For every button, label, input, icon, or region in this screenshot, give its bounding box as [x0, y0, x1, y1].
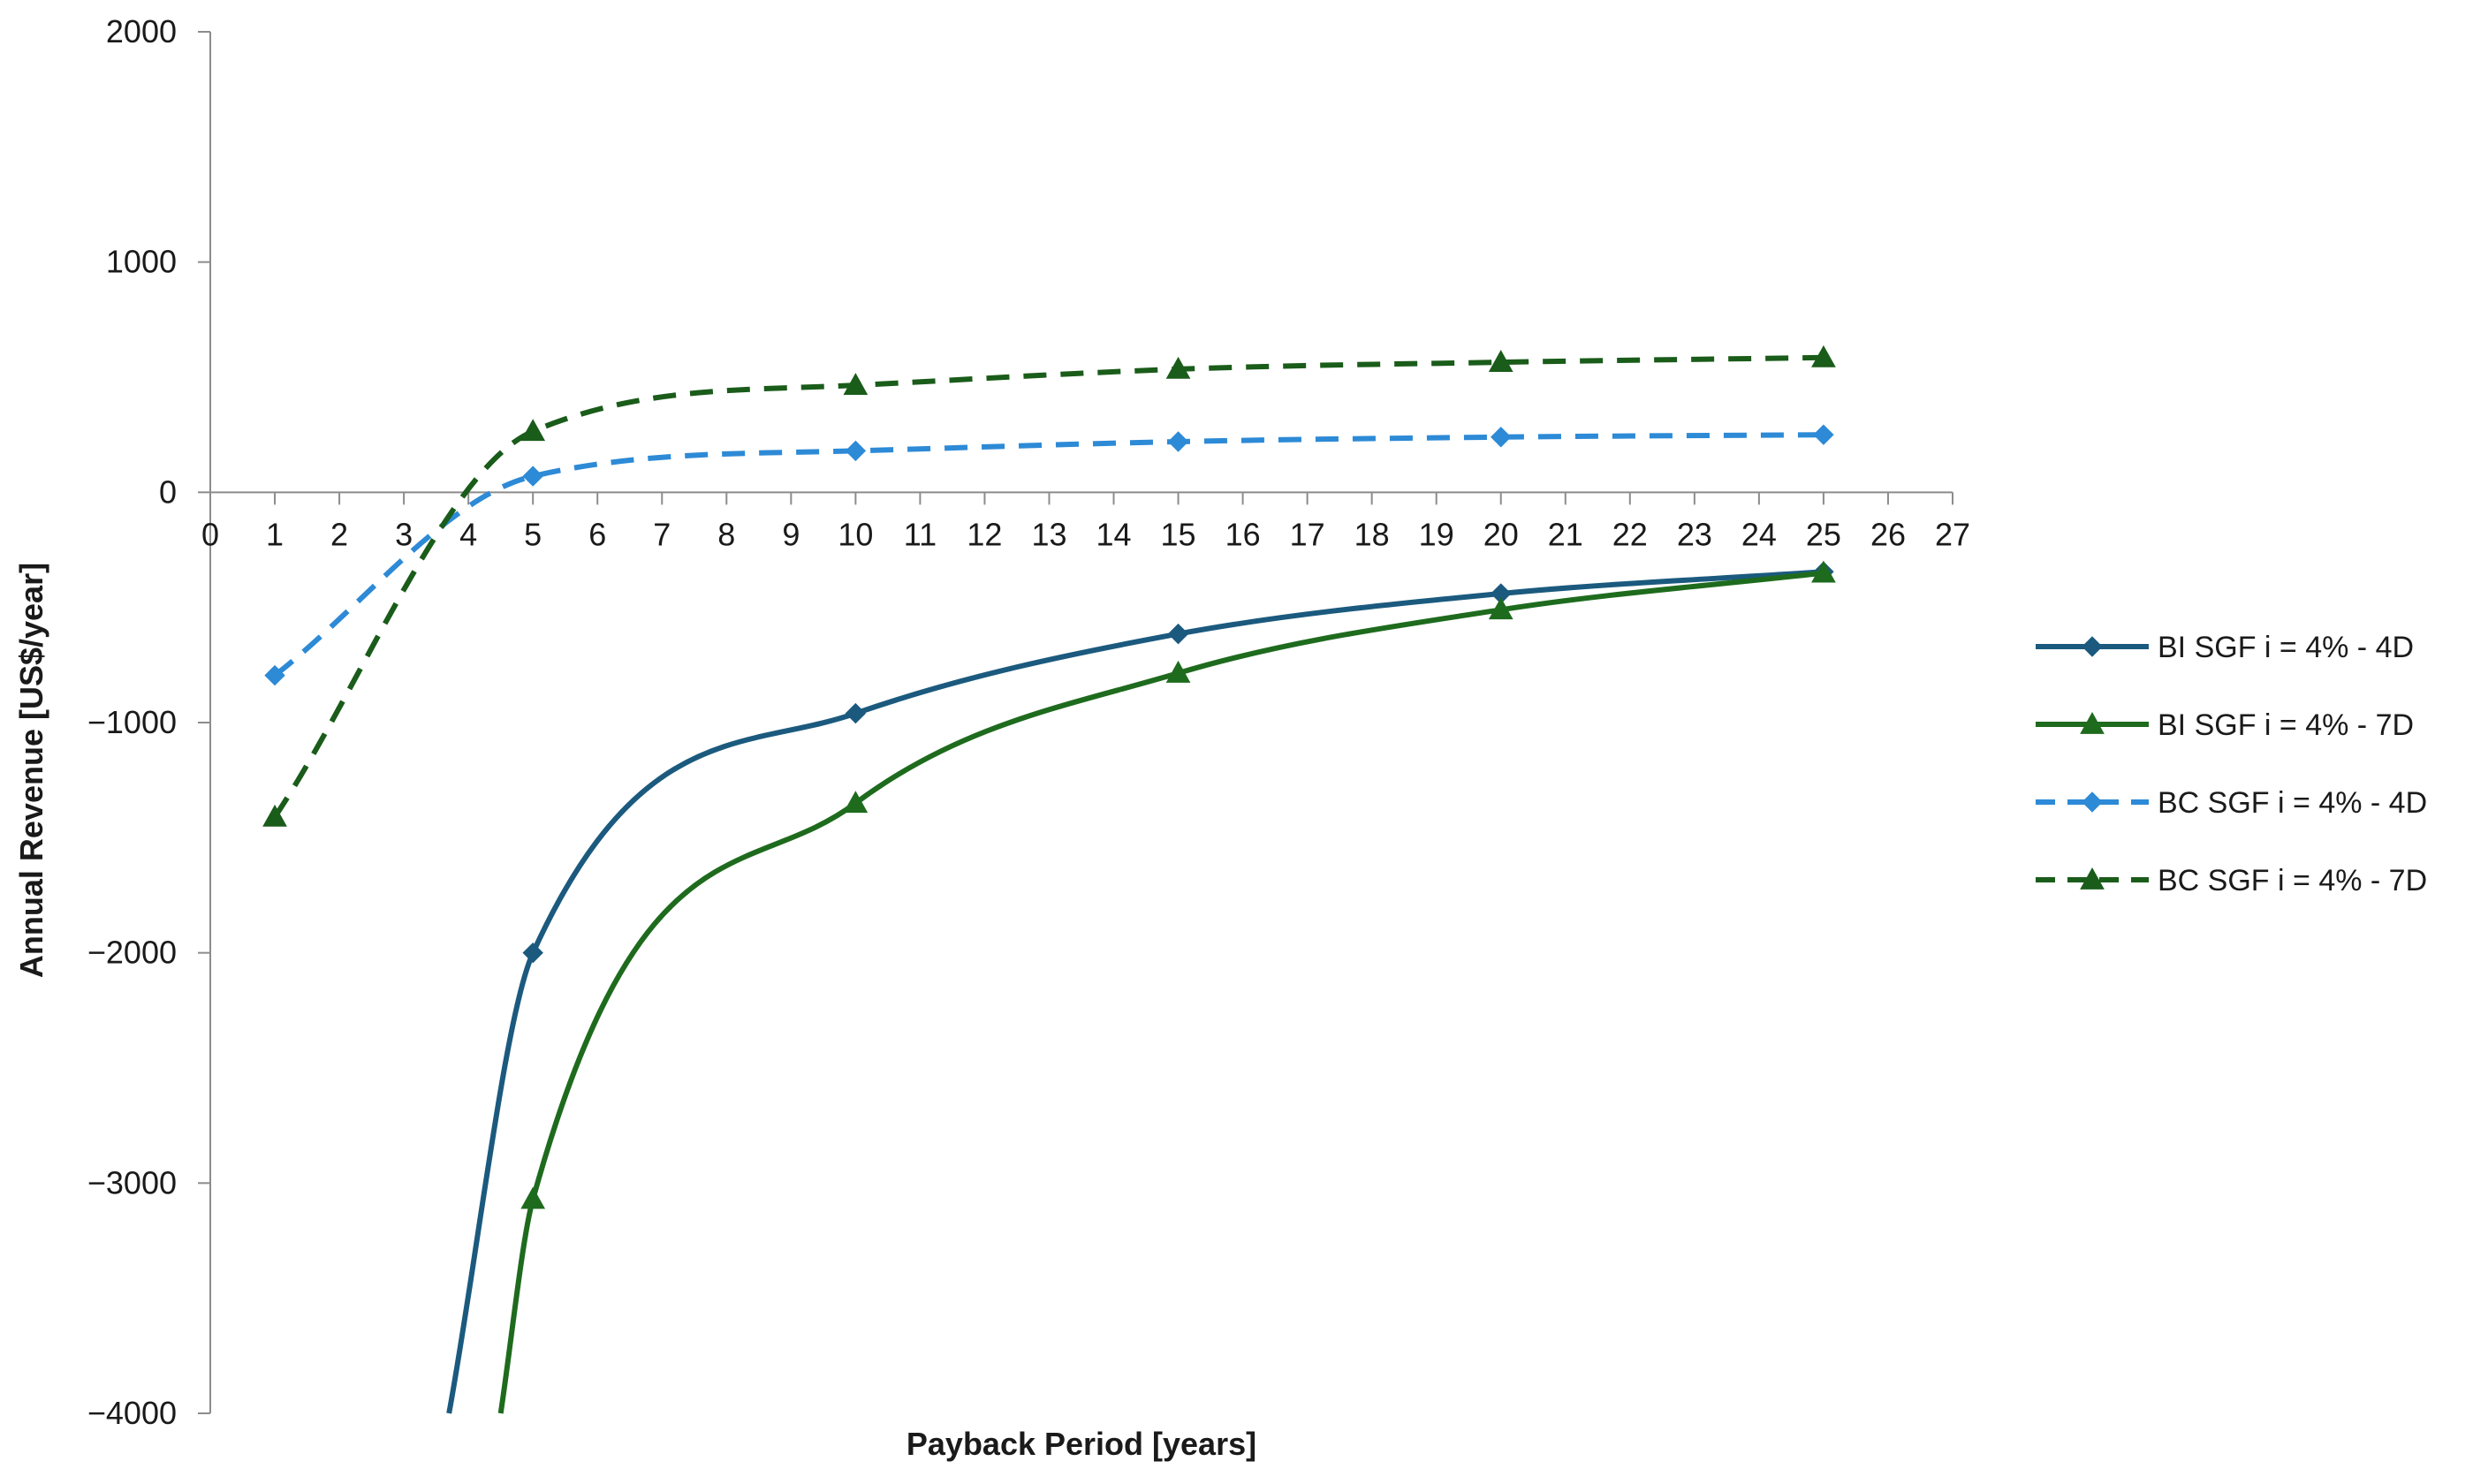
y-tick-label: 2000 — [106, 13, 177, 49]
x-tick-label: 16 — [1225, 516, 1261, 552]
data-point — [522, 942, 543, 964]
x-tick-label: 25 — [1806, 516, 1841, 552]
x-tick-label: 15 — [1161, 516, 1196, 552]
x-tick-label: 26 — [1870, 516, 1906, 552]
series-3 — [264, 424, 1834, 686]
legend-item-2: BI SGF i = 4% - 7D — [2036, 708, 2414, 742]
x-tick-label: 17 — [1290, 516, 1325, 552]
y-tick-label: −4000 — [87, 1395, 177, 1431]
data-point — [1488, 597, 1513, 620]
data-point — [1811, 560, 1836, 583]
data-point — [522, 466, 543, 487]
x-tick-label: 7 — [653, 516, 671, 552]
x-tick-label: 8 — [717, 516, 735, 552]
labels-layer: Payback Period [years] Annual Revenue [U… — [13, 563, 1256, 1462]
x-tick-label: 23 — [1677, 516, 1712, 552]
x-tick-label: 2 — [330, 516, 348, 552]
legend: BI SGF i = 4% - 4D BI SGF i = 4% - 7D BC S… — [2036, 631, 2427, 897]
legend-label: BI SGF i = 4% - 4D — [2158, 631, 2414, 664]
x-tick-label: 9 — [782, 516, 800, 552]
y-tick-label: −2000 — [87, 935, 177, 971]
data-point — [1491, 427, 1512, 448]
y-tick-label: 1000 — [106, 244, 177, 280]
data-point — [1167, 431, 1189, 452]
data-point — [1165, 660, 1191, 683]
data-point — [520, 419, 546, 442]
legend-item-4: BC SGF i = 4% - 7D — [2036, 864, 2427, 897]
legend-swatch-marker — [2082, 791, 2103, 813]
data-point — [845, 440, 867, 462]
data-point — [1813, 424, 1834, 445]
series-line — [273, 432, 1824, 678]
data-point — [520, 1186, 546, 1209]
data-point — [1811, 344, 1836, 367]
series-2 — [497, 560, 1836, 1414]
data-point — [843, 791, 869, 814]
series-layer — [262, 344, 1836, 1414]
legend-swatch-marker — [2080, 867, 2105, 890]
x-tick-label: 21 — [1548, 516, 1583, 552]
legend-swatch-marker — [2080, 711, 2105, 734]
legend-label: BI SGF i = 4% - 7D — [2158, 708, 2414, 742]
legend-swatch-marker — [2082, 636, 2103, 657]
x-tick-label: 27 — [1935, 516, 1970, 552]
x-tick-label: 4 — [459, 516, 477, 552]
x-tick-label: 14 — [1096, 516, 1131, 552]
x-tick-label: 11 — [904, 516, 937, 552]
x-tick-label: 18 — [1354, 516, 1390, 552]
x-tick-label: 5 — [524, 516, 542, 552]
series-line — [272, 354, 1824, 819]
y-tick-label: −3000 — [87, 1164, 177, 1200]
series-line — [497, 570, 1824, 1414]
series-line — [446, 569, 1824, 1414]
data-point — [1165, 356, 1191, 379]
x-tick-label: 20 — [1483, 516, 1519, 552]
x-tick-label: 3 — [395, 516, 413, 552]
x-tick-label: 1 — [266, 516, 284, 552]
legend-label: BC SGF i = 4% - 4D — [2158, 786, 2427, 820]
data-point — [843, 373, 869, 396]
x-axis-title: Payback Period [years] — [907, 1426, 1256, 1462]
x-tick-label: 0 — [201, 516, 219, 552]
x-tick-label: 6 — [588, 516, 606, 552]
series-1 — [446, 561, 1834, 1414]
data-point — [845, 702, 867, 724]
x-tick-label: 22 — [1612, 516, 1648, 552]
legend-label: BC SGF i = 4% - 7D — [2158, 864, 2427, 897]
series-4 — [262, 344, 1836, 827]
legend-item-1: BI SGF i = 4% - 4D — [2036, 631, 2414, 664]
data-point — [1488, 350, 1513, 372]
data-point — [262, 804, 287, 827]
x-tick-label: 13 — [1031, 516, 1066, 552]
y-axis-title: Annual Revenue [US$/year] — [13, 563, 49, 978]
data-point — [264, 664, 285, 686]
x-tick-label: 12 — [967, 516, 1002, 552]
y-tick-label: −1000 — [87, 704, 177, 740]
x-tick-label: 10 — [838, 516, 873, 552]
legend-item-3: BC SGF i = 4% - 4D — [2036, 786, 2427, 820]
x-tick-label: 19 — [1419, 516, 1454, 552]
y-tick-label: 0 — [159, 473, 177, 510]
x-tick-label: 24 — [1741, 516, 1777, 552]
data-point — [1167, 623, 1189, 645]
